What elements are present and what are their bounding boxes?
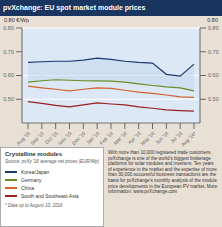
svg-text:0.70: 0.70 xyxy=(208,49,219,55)
svg-text:Apr '16: Apr '16 xyxy=(126,130,142,146)
svg-text:Jun '16: Jun '16 xyxy=(154,130,170,146)
svg-text:Aug '16*: Aug '16* xyxy=(180,130,198,147)
svg-text:0.80: 0.80 xyxy=(208,25,219,31)
svg-text:Nov '15: Nov '15 xyxy=(57,130,73,146)
html-text:Crystalline modules: Crystalline modules xyxy=(5,151,62,157)
html-text:0.80: 0.80 xyxy=(207,17,218,23)
html-text:pvXchange: EU spot market modu: pvXchange: EU spot market module prices xyxy=(3,4,146,11)
html-text:South and Southeast Asia: South and Southeast Asia xyxy=(21,192,79,199)
svg-text:Jan '16: Jan '16 xyxy=(85,130,101,146)
svg-text:0.80: 0.80 xyxy=(3,25,14,31)
svg-text:0.70: 0.70 xyxy=(3,49,14,55)
svg-text:Aug '15: Aug '15 xyxy=(15,130,31,146)
svg-text:Mar '16: Mar '16 xyxy=(112,130,128,146)
html-text:0.80 €/Wp: 0.80 €/Wp xyxy=(4,17,30,23)
svg-text:0.50: 0.50 xyxy=(3,96,14,102)
svg-text:May '16: May '16 xyxy=(139,130,156,147)
svg-text:0.60: 0.60 xyxy=(3,72,14,78)
svg-text:Sep '15: Sep '15 xyxy=(29,130,45,146)
svg-text:Jul '16: Jul '16 xyxy=(169,130,184,145)
html-text:* Data up to August 10, 2016: * Data up to August 10, 2016 xyxy=(5,202,63,208)
html-text:Source: pvXy '16 average net p: Source: pvXy '16 average net prices (EUR… xyxy=(5,159,99,164)
svg-text:Feb '16: Feb '16 xyxy=(98,130,114,146)
html-text:Germany: Germany xyxy=(21,176,42,183)
svg-text:Dec '15: Dec '15 xyxy=(70,130,86,146)
svg-text:0.60: 0.60 xyxy=(208,72,219,78)
svg-text:0.50: 0.50 xyxy=(208,96,219,102)
html-text:China: China xyxy=(21,184,35,191)
html-text:Korea/Japan: Korea/Japan xyxy=(21,168,50,175)
svg-text:Oct '15: Oct '15 xyxy=(43,130,59,146)
html-text:With more than 10,000 register: With more than 10,000 registered trade c… xyxy=(108,150,218,195)
